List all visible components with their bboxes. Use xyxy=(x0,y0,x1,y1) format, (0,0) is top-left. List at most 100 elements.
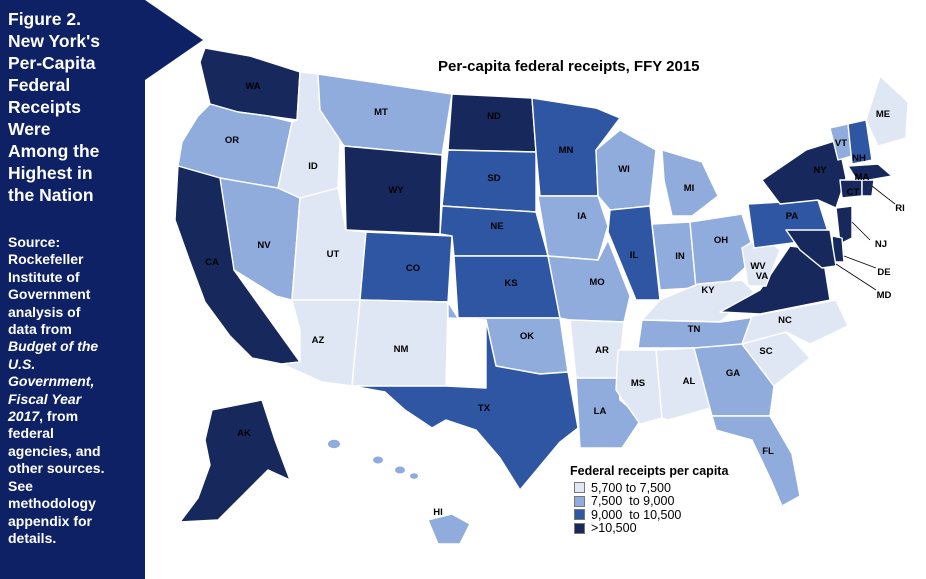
map-title: Per-capita federal receipts, FFY 2015 xyxy=(438,58,700,75)
source-line: U.S. xyxy=(8,355,36,372)
figure-title: Figure 2. New York's Per-Capita Federal Rece… xyxy=(8,8,140,206)
figure-title-line: Federal xyxy=(8,75,71,95)
state-label-ne: NE xyxy=(490,221,503,232)
state-label-sc: SC xyxy=(759,346,772,357)
source-line: Institute of xyxy=(8,268,80,285)
state-label-nm: NM xyxy=(394,344,409,355)
legend-swatch xyxy=(574,495,585,507)
legend-item: >10,500 xyxy=(570,521,728,536)
state-ga xyxy=(693,343,775,417)
legend-label: 5,700 to 7,500 xyxy=(591,480,671,495)
state-mo xyxy=(547,239,631,323)
state-ms xyxy=(615,349,663,425)
legend-label: 9,000 to 10,500 xyxy=(591,507,682,522)
callout-leader-line xyxy=(871,185,896,205)
legend-swatch xyxy=(574,482,585,494)
state-label-co: CO xyxy=(406,263,420,274)
state-md xyxy=(785,229,837,269)
state-label-ma: MA xyxy=(855,172,870,183)
state-label-az: AZ xyxy=(312,335,325,346)
source-line: See xyxy=(8,477,33,494)
legend-title: Federal receipts per capita xyxy=(570,464,729,478)
state-label-nj: NJ xyxy=(875,239,887,250)
state-me xyxy=(865,75,909,147)
state-label-ak: AK xyxy=(237,428,251,439)
state-label-ia: IA xyxy=(577,211,587,222)
state-label-vt: VT xyxy=(835,138,847,149)
state-il xyxy=(607,205,661,301)
state-label-mt: MT xyxy=(374,107,388,118)
state-label-ri: RI xyxy=(895,203,905,214)
state-label-nh: NH xyxy=(852,153,866,164)
state-ak xyxy=(179,399,291,523)
figure-title-line: the Nation xyxy=(8,185,94,205)
legend-label: >10,500 xyxy=(591,521,637,536)
source-line: Budget of the xyxy=(8,338,99,355)
legend-swatch xyxy=(574,522,585,534)
state-label-nv: NV xyxy=(257,240,271,251)
state-tx xyxy=(351,319,579,491)
source-line: analysis of xyxy=(8,303,81,320)
legend-label: 7,500 to 9,000 xyxy=(591,494,675,509)
state-label-ky: KY xyxy=(701,285,715,296)
source-line: other sources. xyxy=(8,460,105,477)
state-label-mi: MI xyxy=(684,183,695,194)
state-label-tn: TN xyxy=(688,324,701,335)
source-line: Government, xyxy=(8,373,95,390)
state-label-pa: PA xyxy=(786,211,799,222)
state-label-ok: OK xyxy=(520,331,534,342)
state-label-fl: FL xyxy=(762,446,774,457)
state-nc xyxy=(741,299,849,345)
state-label-ar: AR xyxy=(595,345,609,356)
callout-leader-line xyxy=(835,263,877,291)
state-label-la: LA xyxy=(594,406,607,417)
state-label-nc: NC xyxy=(778,315,792,326)
state-label-sd: SD xyxy=(487,173,500,184)
figure-title-line: New York's xyxy=(8,31,101,51)
state-ri xyxy=(861,179,875,197)
state-hi xyxy=(427,513,471,545)
state-label-mo: MO xyxy=(589,277,604,288)
figure-title-line: Highest in xyxy=(8,163,93,183)
state-label-ms: MS xyxy=(631,378,645,389)
state-in xyxy=(651,221,697,291)
source-line: 2017, from xyxy=(8,408,79,425)
state-label-ca: CA xyxy=(205,257,219,268)
legend: Federal receipts per capita 5,700 to 7,5… xyxy=(570,464,728,535)
state-label-mn: MN xyxy=(559,145,574,156)
source-line: Rockefeller xyxy=(8,251,84,268)
state-nd xyxy=(447,93,537,153)
source-line: methodology xyxy=(8,495,96,512)
state-nj xyxy=(835,205,853,245)
hawaii-island xyxy=(328,439,340,449)
state-al xyxy=(655,347,711,421)
state-ma xyxy=(847,163,893,183)
hawaii-island xyxy=(395,466,405,474)
hawaii-island xyxy=(373,456,383,464)
state-label-ga: GA xyxy=(726,368,740,379)
source-note: Source: Rockefeller Institute of Government… xyxy=(8,234,142,547)
legend-item: 7,500 to 9,000 xyxy=(570,494,728,509)
figure-title-line: Receipts xyxy=(8,97,81,117)
figure-title-line: Per-Capita xyxy=(8,53,96,73)
figure-title-line: Were xyxy=(8,119,51,139)
state-label-oh: OH xyxy=(714,235,728,246)
state-label-wi: WI xyxy=(618,164,630,175)
state-label-ks: KS xyxy=(504,278,517,289)
state-label-id: ID xyxy=(308,161,318,172)
state-label-ct: CT xyxy=(847,187,860,198)
state-label-ut: UT xyxy=(327,249,340,260)
state-label-tx: TX xyxy=(478,403,491,414)
state-label-ny: NY xyxy=(813,165,827,176)
source-line: Government xyxy=(8,286,91,303)
state-label-il: IL xyxy=(630,250,639,261)
sidebar-arrow-shape xyxy=(145,0,203,80)
state-label-de: DE xyxy=(877,267,890,278)
state-label-wa: WA xyxy=(245,81,260,92)
state-label-wv: WV xyxy=(750,261,766,272)
state-label-nd: ND xyxy=(487,111,501,122)
legend-swatch xyxy=(574,509,585,521)
sidebar-panel: Figure 2. New York's Per-Capita Federal Rece… xyxy=(0,0,145,579)
state-ny xyxy=(761,139,847,209)
